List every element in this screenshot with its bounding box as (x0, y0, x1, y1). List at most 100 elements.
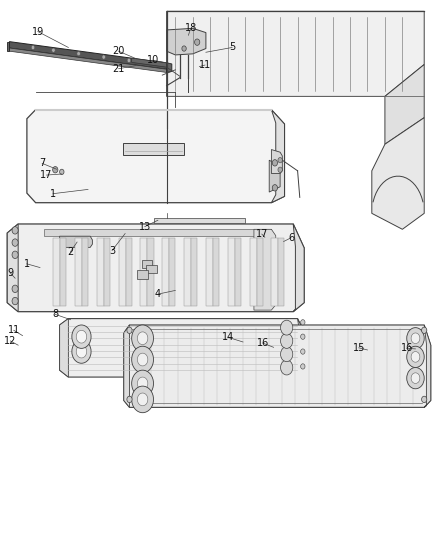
Circle shape (12, 285, 18, 293)
Polygon shape (153, 217, 245, 223)
Polygon shape (60, 319, 306, 377)
Circle shape (132, 325, 153, 352)
Polygon shape (191, 238, 197, 306)
Circle shape (281, 320, 293, 335)
Polygon shape (132, 58, 166, 67)
Text: 21: 21 (113, 64, 125, 74)
Polygon shape (7, 42, 10, 51)
Polygon shape (60, 238, 66, 306)
Circle shape (31, 45, 35, 50)
Circle shape (407, 346, 424, 368)
Polygon shape (206, 238, 213, 306)
Circle shape (132, 370, 153, 397)
Text: 6: 6 (288, 233, 294, 243)
Text: 17: 17 (40, 170, 53, 180)
Circle shape (12, 239, 18, 246)
Polygon shape (272, 110, 285, 203)
Circle shape (138, 393, 148, 406)
Circle shape (52, 48, 55, 52)
Polygon shape (228, 238, 235, 306)
Text: 9: 9 (7, 268, 14, 278)
Circle shape (72, 325, 91, 349)
Polygon shape (272, 150, 283, 173)
Text: 12: 12 (4, 336, 17, 346)
Polygon shape (119, 238, 126, 306)
Polygon shape (166, 28, 206, 55)
Polygon shape (123, 143, 184, 155)
Circle shape (272, 160, 278, 166)
Polygon shape (10, 48, 166, 72)
Circle shape (278, 167, 283, 172)
Polygon shape (293, 224, 304, 312)
Text: 20: 20 (113, 46, 125, 56)
Polygon shape (7, 224, 304, 312)
Polygon shape (27, 110, 285, 203)
Circle shape (127, 58, 131, 62)
Polygon shape (250, 238, 257, 306)
Polygon shape (126, 238, 132, 306)
Polygon shape (75, 238, 82, 306)
Polygon shape (257, 238, 263, 306)
Circle shape (411, 373, 420, 383)
Polygon shape (124, 325, 130, 407)
Circle shape (132, 386, 153, 413)
Circle shape (53, 166, 58, 173)
Polygon shape (60, 236, 92, 247)
Text: 17: 17 (256, 229, 268, 239)
Text: 14: 14 (222, 332, 234, 342)
Polygon shape (213, 238, 219, 306)
Polygon shape (184, 238, 191, 306)
Polygon shape (7, 224, 18, 312)
Text: 11: 11 (199, 60, 211, 70)
Polygon shape (272, 238, 279, 306)
Circle shape (77, 52, 80, 56)
Circle shape (60, 169, 64, 174)
Circle shape (407, 368, 424, 389)
Circle shape (76, 330, 87, 343)
Circle shape (132, 346, 153, 373)
Circle shape (300, 334, 305, 340)
Text: 18: 18 (184, 23, 197, 34)
Polygon shape (142, 260, 152, 268)
Circle shape (194, 39, 200, 45)
Circle shape (422, 396, 427, 402)
Text: 13: 13 (139, 222, 151, 232)
Circle shape (12, 251, 18, 259)
Circle shape (182, 46, 186, 51)
Polygon shape (148, 238, 153, 306)
Text: 3: 3 (109, 246, 115, 255)
Polygon shape (146, 265, 156, 273)
Circle shape (138, 377, 148, 390)
Circle shape (411, 352, 420, 362)
Circle shape (127, 396, 132, 402)
Text: 7: 7 (39, 158, 45, 168)
Circle shape (12, 227, 18, 234)
Text: 10: 10 (146, 55, 159, 65)
Circle shape (411, 333, 420, 344)
Polygon shape (169, 238, 175, 306)
Circle shape (300, 364, 305, 369)
Circle shape (281, 347, 293, 362)
Text: 1: 1 (50, 189, 56, 199)
Text: 1: 1 (24, 259, 30, 269)
Text: 5: 5 (229, 43, 235, 52)
Circle shape (281, 360, 293, 375)
Polygon shape (279, 238, 285, 306)
Circle shape (102, 55, 106, 59)
Circle shape (76, 345, 87, 358)
Polygon shape (141, 238, 148, 306)
Circle shape (281, 334, 293, 349)
Circle shape (278, 158, 283, 163)
Circle shape (300, 349, 305, 354)
Circle shape (138, 353, 148, 366)
Text: 11: 11 (8, 325, 20, 335)
Polygon shape (372, 118, 424, 229)
Circle shape (72, 340, 91, 364)
Polygon shape (162, 238, 169, 306)
Text: 16: 16 (401, 343, 413, 353)
Text: 15: 15 (353, 343, 365, 353)
Circle shape (272, 184, 278, 191)
Circle shape (12, 297, 18, 305)
Text: 4: 4 (155, 289, 161, 299)
Text: 8: 8 (52, 309, 58, 319)
